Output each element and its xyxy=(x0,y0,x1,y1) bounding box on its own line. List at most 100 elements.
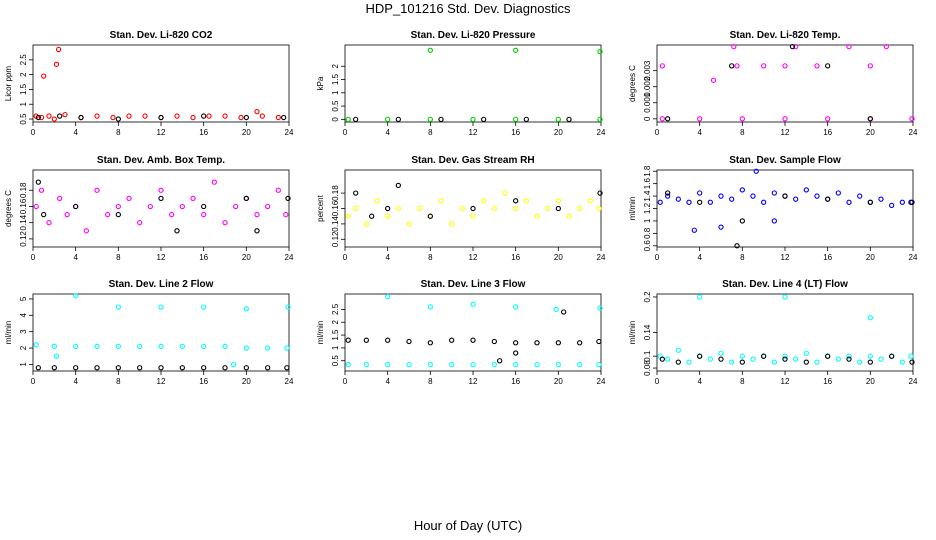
data-point-series-1 xyxy=(46,220,52,226)
chart-title: Stan. Dev. Line 4 (LT) Flow xyxy=(722,279,848,290)
data-point-series-2 xyxy=(909,199,915,205)
data-point-series-2 xyxy=(353,190,359,196)
data-point-series-2 xyxy=(789,43,796,50)
x-tick-label: 20 xyxy=(866,128,875,137)
data-point-series-1 xyxy=(513,205,519,212)
data-point-series-1 xyxy=(718,224,724,230)
data-point-series-1 xyxy=(363,221,369,227)
x-tick-label: 20 xyxy=(866,253,875,262)
data-point-series-2 xyxy=(284,365,290,371)
data-point-series-2 xyxy=(597,190,603,196)
x-tick-label: 24 xyxy=(909,377,918,386)
data-point-series-1 xyxy=(265,203,271,210)
data-point-series-2 xyxy=(729,63,735,69)
data-point-series-1 xyxy=(761,199,767,205)
data-point-series-1 xyxy=(201,304,207,310)
figure-title: HDP_101216 Std. Dev. Diagnostics xyxy=(365,1,571,16)
data-point-series-1 xyxy=(846,353,852,359)
data-point-series-1 xyxy=(697,116,703,122)
data-point-series-1 xyxy=(230,361,237,368)
x-tick-label: 8 xyxy=(428,377,433,386)
data-point-series-2 xyxy=(179,365,185,371)
data-point-series-1 xyxy=(158,304,164,310)
data-point-series-1 xyxy=(577,361,583,368)
data-point-series-1 xyxy=(105,211,111,218)
y-tick-label: 0.6 xyxy=(643,240,652,252)
data-point-series-1 xyxy=(406,221,412,227)
data-point-series-1 xyxy=(814,193,820,199)
data-point-series-1 xyxy=(179,203,185,210)
x-tick-label: 20 xyxy=(242,128,251,137)
y-tick-label: 0 xyxy=(643,116,652,121)
data-point-series-1 xyxy=(73,343,79,350)
data-point-series-1 xyxy=(385,116,391,122)
data-point-series-1 xyxy=(793,356,799,362)
chart-title: Stan. Dev. Li-820 Temp. xyxy=(730,30,841,41)
data-point-series-2 xyxy=(395,182,401,189)
data-point-series-1 xyxy=(275,187,281,193)
data-point-series-2 xyxy=(51,365,57,371)
plot-frame xyxy=(656,169,914,248)
data-point-series-2 xyxy=(513,350,519,356)
x-tick-label: 12 xyxy=(469,253,478,262)
x-tick-label: 0 xyxy=(655,128,660,137)
data-point-series-1 xyxy=(115,343,121,350)
data-point-series-1 xyxy=(284,345,290,351)
chart-title: Stan. Dev. Line 2 Flow xyxy=(109,279,214,290)
data-point-series-1 xyxy=(179,343,185,350)
x-tick-label: 12 xyxy=(469,377,478,386)
data-point-series-1 xyxy=(597,48,603,55)
chart-title: Stan. Dev. Gas Stream RH xyxy=(411,155,534,166)
data-point-series-1 xyxy=(577,205,583,212)
data-point-series-1 xyxy=(470,213,476,219)
y-tick-label: 0.003 xyxy=(643,60,652,81)
x-tick-label: 8 xyxy=(116,377,121,386)
data-point-series-1 xyxy=(889,202,895,209)
data-point-series-2 xyxy=(174,228,180,234)
x-tick-label: 8 xyxy=(428,253,433,262)
data-point-series-2 xyxy=(406,338,412,345)
data-point-series-1 xyxy=(201,211,207,218)
data-point-series-2 xyxy=(94,365,100,371)
data-point-series-1 xyxy=(697,294,703,300)
data-point-series-2 xyxy=(867,359,873,365)
plot-frame xyxy=(32,169,290,248)
data-point-series-1 xyxy=(793,43,799,50)
data-point-series-2 xyxy=(115,211,121,218)
data-point-series-1 xyxy=(470,301,476,307)
y-tick-label: 1.6 xyxy=(643,178,652,190)
data-point-series-2 xyxy=(158,195,164,202)
y-tick-label: 0.14 xyxy=(331,216,340,232)
y-tick-label: 0.16 xyxy=(331,200,340,216)
y-tick-label: 0.12 xyxy=(331,231,340,247)
data-point-series-1 xyxy=(750,193,756,199)
data-point-series-2 xyxy=(739,218,745,224)
data-point-series-1 xyxy=(657,199,663,205)
data-point-series-2 xyxy=(243,114,249,121)
data-point-series-2 xyxy=(596,338,602,345)
x-tick-label: 12 xyxy=(781,377,790,386)
x-tick-label: 0 xyxy=(343,377,348,386)
y-tick-label: 1 xyxy=(19,362,28,367)
data-point-series-2 xyxy=(345,337,351,343)
y-tick-label: 1 xyxy=(331,345,340,350)
data-point-series-1 xyxy=(771,190,777,196)
x-tick-label: 20 xyxy=(866,377,875,386)
data-point-series-1 xyxy=(459,205,465,212)
data-point-series-1 xyxy=(555,116,561,122)
data-point-series-1 xyxy=(587,198,593,204)
data-point-series-1 xyxy=(545,205,551,212)
x-tick-label: 4 xyxy=(73,128,78,137)
x-tick-label: 4 xyxy=(385,377,390,386)
data-point-series-1 xyxy=(718,193,724,199)
data-point-series-1 xyxy=(115,203,121,210)
data-point-series-1 xyxy=(427,116,433,122)
data-point-series-1 xyxy=(513,47,519,53)
y-tick-label: 1 xyxy=(19,101,28,106)
data-point-series-2 xyxy=(427,213,433,219)
data-point-series-1 xyxy=(899,359,905,365)
data-point-series-1 xyxy=(73,292,79,299)
x-tick-label: 16 xyxy=(511,253,520,262)
